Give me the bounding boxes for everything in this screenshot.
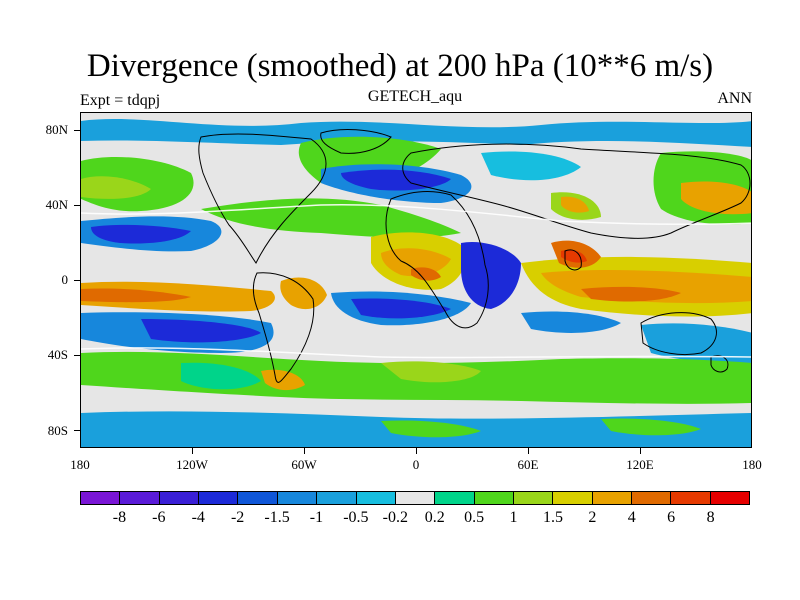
colorbar-label: 2 xyxy=(588,509,597,526)
x-tick-mark xyxy=(416,448,417,454)
y-tick-label: 0 xyxy=(61,272,69,287)
colorbar-swatch xyxy=(710,492,750,504)
colorbar-swatch xyxy=(474,492,514,504)
colorbar-label: 1 xyxy=(509,509,518,526)
y-tick-mark xyxy=(74,355,80,356)
y-tick-label: 40S xyxy=(47,347,68,362)
colorbar-swatch xyxy=(356,492,396,504)
x-tick-label: 60W xyxy=(291,457,317,472)
colorbar-swatch xyxy=(592,492,633,504)
divergence-map xyxy=(80,112,752,448)
y-tick-mark xyxy=(74,430,80,431)
colorbar-label: -6 xyxy=(152,509,166,526)
colorbar-label: -1.5 xyxy=(264,509,290,526)
colorbar-label: 4 xyxy=(627,509,636,526)
x-tick-mark xyxy=(304,448,305,454)
colorbar-swatch xyxy=(199,492,239,504)
x-tick-label: 60E xyxy=(517,457,539,472)
experiment-label: Expt = tdqpj xyxy=(80,92,161,109)
colorbar-label: -0.5 xyxy=(343,509,369,526)
colorbar-label: -1 xyxy=(309,509,324,526)
colorbar-swatch xyxy=(513,492,554,504)
x-tick-label: 120E xyxy=(626,457,654,472)
colorbar-label: 0.5 xyxy=(464,509,485,526)
x-tick-label: 180 xyxy=(742,457,762,472)
x-tick-mark xyxy=(528,448,529,454)
zero-contours xyxy=(81,204,751,359)
colorbar-label: 8 xyxy=(706,509,715,526)
colorbar-swatch xyxy=(159,492,200,504)
colorbar-swatch xyxy=(120,492,160,504)
colorbar-label: -4 xyxy=(191,509,205,526)
colorbar-label: 0.2 xyxy=(424,509,445,526)
colorbar-swatch xyxy=(435,492,475,504)
colorbar-swatch xyxy=(81,492,121,504)
chart-subtitle: GETECH_aqu xyxy=(367,88,463,105)
colorbar-label: -8 xyxy=(112,509,127,526)
chart-title: Divergence (smoothed) at 200 hPa (10**6 … xyxy=(86,48,714,84)
colorbar-swatch xyxy=(632,492,672,504)
colorbar-swatch xyxy=(238,492,278,504)
x-tick-label: 120W xyxy=(176,457,208,472)
colorbar-swatch xyxy=(553,492,593,504)
colorbar xyxy=(80,491,750,505)
y-tick-mark xyxy=(74,130,80,131)
map-canvas xyxy=(81,119,751,447)
colorbar-label: -2 xyxy=(230,509,245,526)
y-tick-mark xyxy=(74,205,80,206)
x-tick-label: 0 xyxy=(412,457,420,472)
x-tick-mark xyxy=(640,448,641,454)
colorbar-swatch xyxy=(671,492,711,504)
x-tick-label: 180 xyxy=(70,457,90,472)
y-tick-label: 80S xyxy=(47,423,68,438)
x-tick-mark xyxy=(192,448,193,454)
y-tick-mark xyxy=(74,280,80,281)
colorbar-swatch xyxy=(277,492,318,504)
colorbar-label: 6 xyxy=(667,509,676,526)
coastlines xyxy=(198,129,751,383)
colorbar-label: -0.2 xyxy=(382,509,408,526)
y-tick-label: 80N xyxy=(45,122,68,137)
colorbar-swatch xyxy=(395,492,436,504)
colorbar-swatch xyxy=(317,492,357,504)
season-label: ANN xyxy=(717,90,752,107)
colorbar-label: 1.5 xyxy=(542,509,563,526)
divergence-field xyxy=(81,119,751,447)
y-tick-label: 40N xyxy=(45,197,68,212)
